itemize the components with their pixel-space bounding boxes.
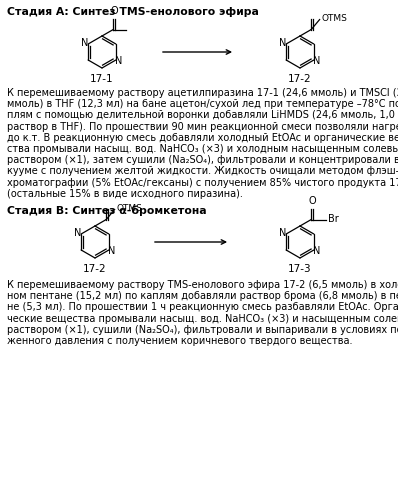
Text: N: N — [108, 246, 115, 256]
Text: женного давления с получением коричневого твердого вещества.: женного давления с получением коричневог… — [7, 336, 353, 346]
Text: плям с помощью делительной воронки добавляли LiHMDS (24,6 ммоль, 1,0 М: плям с помощью делительной воронки добав… — [7, 110, 398, 120]
Text: не (5,3 мл). По прошествии 1 ч реакционную смесь разбавляли EtOAc. Органи-: не (5,3 мл). По прошествии 1 ч реакционн… — [7, 302, 398, 312]
Text: хроматографии (5% EtOAc/гексаны) с получением 85% чистого продукта 17-2: хроматографии (5% EtOAc/гексаны) с получ… — [7, 178, 398, 188]
Text: OTMS: OTMS — [117, 204, 142, 213]
Text: OTMS: OTMS — [322, 14, 347, 23]
Text: раствором (×1), сушили (Na₂SO₄), фильтровали и выпаривали в условиях пони-: раствором (×1), сушили (Na₂SO₄), фильтро… — [7, 325, 398, 335]
Text: N: N — [313, 246, 320, 256]
Text: К перемешиваемому раствору TMS-енолового эфира 17-2 (6,5 ммоль) в холод-: К перемешиваемому раствору TMS-енолового… — [7, 280, 398, 290]
Text: O: O — [111, 6, 118, 16]
Text: кууме с получением желтой жидкости. Жидкость очищали методом флэш-: кууме с получением желтой жидкости. Жидк… — [7, 166, 398, 176]
Text: (остальные 15% в виде исходного пиразина).: (остальные 15% в виде исходного пиразина… — [7, 189, 243, 199]
Text: до к.т. В реакционную смесь добавляли холодный EtOAc и органические веще-: до к.т. В реакционную смесь добавляли хо… — [7, 133, 398, 143]
Text: раствор в THF). По прошествии 90 мин реакционной смеси позволяли нагреться: раствор в THF). По прошествии 90 мин реа… — [7, 122, 398, 132]
Text: N: N — [82, 38, 89, 48]
Text: ства промывали насыщ. вод. NaHCO₃ (×3) и холодным насыщенным солевым: ства промывали насыщ. вод. NaHCO₃ (×3) и… — [7, 144, 398, 154]
Text: Стадия А: Синтез TMS-енолового эфира: Стадия А: Синтез TMS-енолового эфира — [7, 7, 259, 17]
Text: 17-2: 17-2 — [83, 264, 107, 274]
Text: раствором (×1), затем сушили (Na₂SO₄), фильтровали и концентрировали в ва-: раствором (×1), затем сушили (Na₂SO₄), ф… — [7, 155, 398, 165]
Text: N: N — [313, 56, 320, 66]
Text: Стадия В: Синтез α-бромкетона: Стадия В: Синтез α-бромкетона — [7, 206, 207, 216]
Text: N: N — [115, 56, 123, 66]
Text: ммоль) в THF (12,3 мл) на бане ацетон/сухой лед при температуре –78°С по ка-: ммоль) в THF (12,3 мл) на бане ацетон/су… — [7, 99, 398, 109]
Text: К перемешиваемому раствору ацетилпиразина 17-1 (24,6 ммоль) и TMSCl (24,6: К перемешиваемому раствору ацетилпиразин… — [7, 88, 398, 98]
Text: 17-2: 17-2 — [288, 74, 312, 84]
Text: 17-1: 17-1 — [90, 74, 114, 84]
Text: Br: Br — [328, 214, 339, 224]
Text: N: N — [74, 228, 82, 238]
Text: ческие вещества промывали насыщ. вод. NaHCO₃ (×3) и насыщенным солевым: ческие вещества промывали насыщ. вод. Na… — [7, 314, 398, 324]
Text: 17-3: 17-3 — [288, 264, 312, 274]
Text: ном пентане (15,2 мл) по каплям добавляли раствор брома (6,8 ммоль) в пента-: ном пентане (15,2 мл) по каплям добавлял… — [7, 291, 398, 301]
Text: O: O — [308, 196, 316, 205]
Text: N: N — [279, 38, 287, 48]
Text: N: N — [279, 228, 287, 238]
